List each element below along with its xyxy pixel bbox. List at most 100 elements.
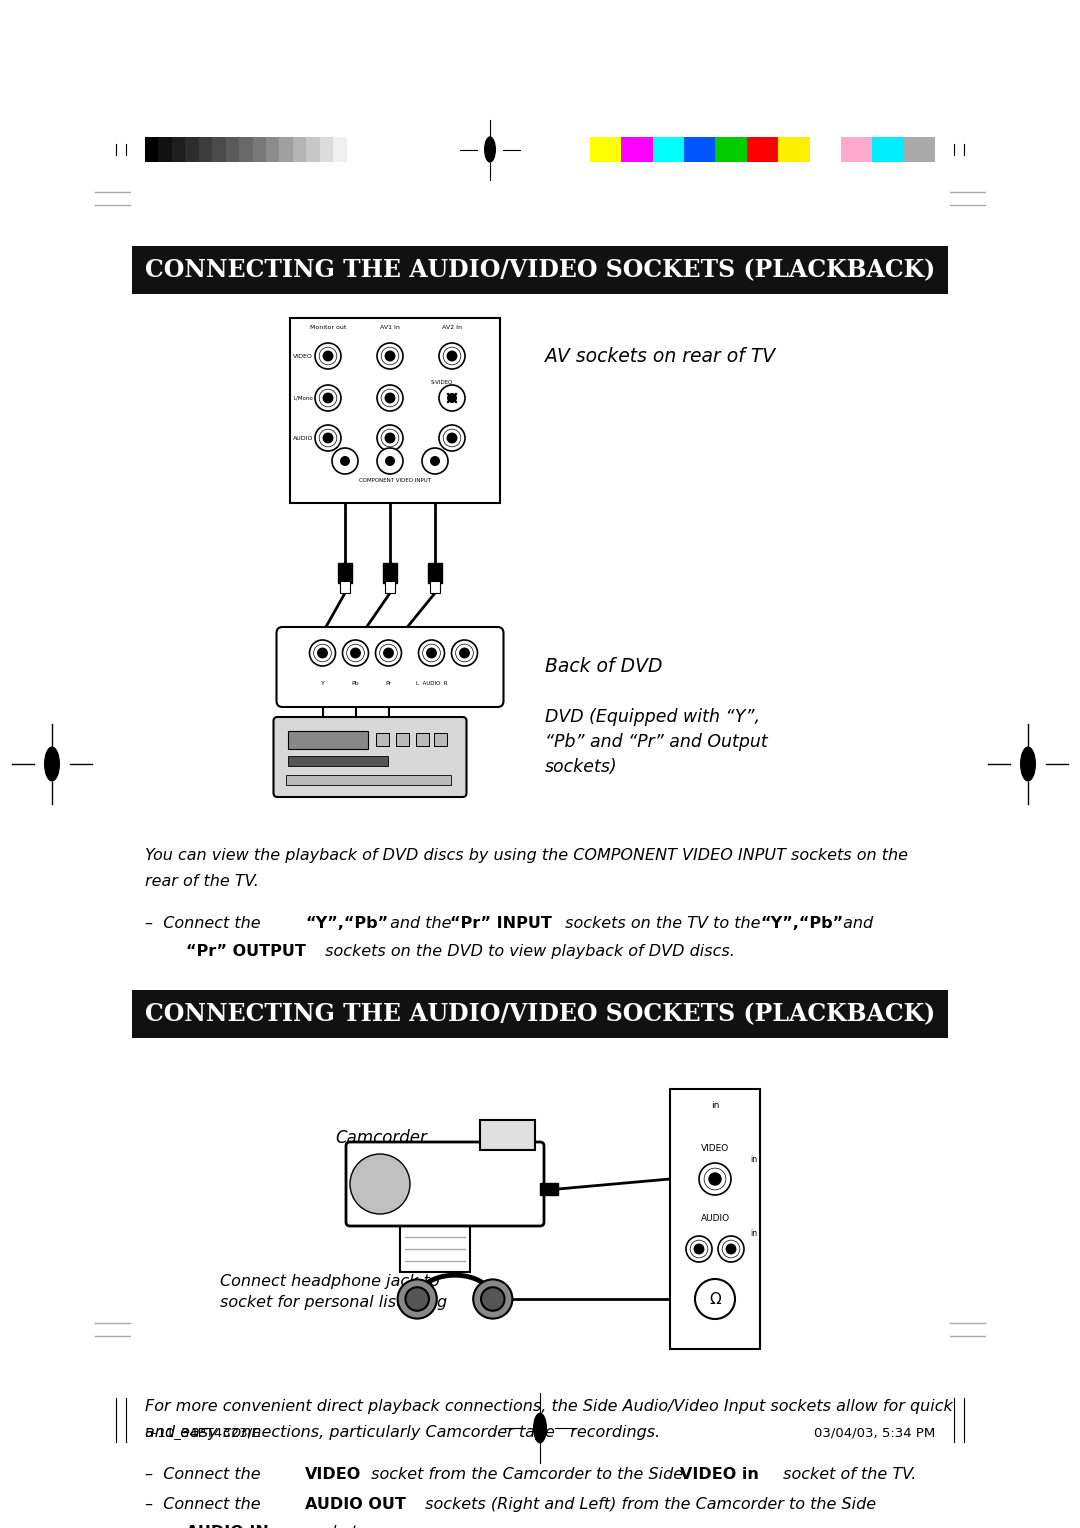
Circle shape: [447, 400, 449, 403]
Bar: [199, 138, 212, 162]
Bar: [428, 562, 442, 584]
Circle shape: [693, 1244, 704, 1254]
Bar: [338, 562, 352, 584]
Text: AV sockets on rear of TV: AV sockets on rear of TV: [545, 347, 775, 365]
Bar: [376, 733, 389, 746]
Circle shape: [357, 1161, 402, 1206]
Bar: [621, 138, 652, 162]
Text: Y: Y: [321, 681, 324, 686]
Bar: [383, 562, 397, 584]
Text: Ω: Ω: [710, 1291, 720, 1306]
Bar: [779, 138, 810, 162]
Bar: [480, 1120, 535, 1151]
Circle shape: [446, 350, 458, 362]
Bar: [239, 138, 253, 162]
Bar: [285, 775, 450, 785]
Circle shape: [376, 640, 402, 666]
Bar: [873, 138, 904, 162]
Circle shape: [377, 425, 403, 451]
Circle shape: [696, 1279, 735, 1319]
Circle shape: [315, 342, 341, 368]
Text: –  Connect the: – Connect the: [145, 1497, 266, 1513]
Bar: [226, 138, 239, 162]
Text: CONNECTING THE AUDIO/VIDEO SOCKETS (PLACKBACK): CONNECTING THE AUDIO/VIDEO SOCKETS (PLAC…: [145, 258, 935, 283]
Text: Back of DVD: Back of DVD: [545, 657, 662, 677]
Circle shape: [323, 350, 334, 362]
Text: and the: and the: [384, 915, 457, 931]
Text: Monitor out: Monitor out: [310, 325, 347, 330]
Text: 7: 7: [536, 1427, 544, 1439]
Text: For more convenient direct playback connections, the Side Audio/Video Input sock: For more convenient direct playback conn…: [145, 1400, 953, 1413]
Text: sockets on the TV to the: sockets on the TV to the: [561, 915, 766, 931]
Text: You can view the playback of DVD discs by using the COMPONENT VIDEO INPUT socket: You can view the playback of DVD discs b…: [145, 848, 908, 863]
Bar: [810, 138, 841, 162]
Circle shape: [340, 455, 350, 466]
Bar: [132, 990, 948, 1038]
Circle shape: [318, 648, 328, 659]
FancyBboxPatch shape: [273, 717, 467, 798]
Circle shape: [373, 1177, 387, 1190]
Circle shape: [438, 425, 465, 451]
Circle shape: [405, 1287, 429, 1311]
Text: “Y”,“Pb”: “Y”,“Pb”: [760, 915, 843, 931]
Bar: [347, 138, 360, 162]
Text: in: in: [711, 1102, 719, 1109]
Ellipse shape: [44, 746, 60, 782]
Bar: [253, 138, 266, 162]
Text: VIDEO: VIDEO: [293, 353, 313, 359]
Text: in: in: [750, 1229, 757, 1238]
Text: AUDIO: AUDIO: [701, 1215, 730, 1222]
Circle shape: [451, 640, 477, 666]
Ellipse shape: [534, 1412, 546, 1444]
Text: in: in: [750, 1155, 757, 1163]
Ellipse shape: [484, 136, 496, 162]
Circle shape: [350, 648, 361, 659]
Text: –  Connect the: – Connect the: [145, 1467, 266, 1482]
Circle shape: [455, 400, 457, 403]
Text: L  AUDIO  R: L AUDIO R: [416, 681, 447, 686]
Circle shape: [419, 640, 445, 666]
Text: Camcorder: Camcorder: [335, 1129, 427, 1148]
Circle shape: [384, 350, 395, 362]
Text: CONNECTING THE AUDIO/VIDEO SOCKETS (PLACKBACK): CONNECTING THE AUDIO/VIDEO SOCKETS (PLAC…: [145, 1002, 935, 1025]
Text: and easy connections, particularly Camcorder tape   recordings.: and easy connections, particularly Camco…: [145, 1426, 660, 1439]
Bar: [212, 138, 226, 162]
Ellipse shape: [1020, 746, 1036, 782]
Text: L/Mono: L/Mono: [293, 396, 313, 400]
Bar: [172, 138, 186, 162]
Text: –  Connect the: – Connect the: [145, 915, 266, 931]
Text: DVD (Equipped with “Y”,
“Pb” and “Pr” and Output
sockets): DVD (Equipped with “Y”, “Pb” and “Pr” an…: [545, 707, 768, 776]
Bar: [145, 138, 159, 162]
FancyBboxPatch shape: [276, 626, 503, 707]
Text: 5-11_34PT4323/E: 5-11_34PT4323/E: [145, 1427, 261, 1439]
Text: VIDEO: VIDEO: [305, 1467, 361, 1482]
Circle shape: [310, 640, 336, 666]
Text: VIDEO: VIDEO: [701, 1144, 729, 1154]
Circle shape: [438, 342, 465, 368]
Bar: [400, 1216, 470, 1271]
Bar: [430, 581, 440, 593]
Circle shape: [446, 432, 458, 443]
Bar: [433, 733, 446, 746]
Bar: [333, 138, 347, 162]
Text: S-VIDEO: S-VIDEO: [431, 380, 454, 385]
Text: rear of the TV.: rear of the TV.: [145, 874, 259, 889]
Text: COMPONENT VIDEO INPUT: COMPONENT VIDEO INPUT: [359, 478, 431, 483]
Circle shape: [377, 448, 403, 474]
Circle shape: [315, 425, 341, 451]
Circle shape: [383, 648, 394, 659]
Bar: [280, 138, 293, 162]
Bar: [159, 138, 172, 162]
Circle shape: [377, 385, 403, 411]
Circle shape: [447, 393, 449, 396]
Bar: [340, 581, 350, 593]
Text: Pr: Pr: [386, 681, 392, 686]
Bar: [266, 138, 280, 162]
Bar: [287, 756, 388, 766]
Text: and: and: [838, 915, 873, 931]
Circle shape: [422, 448, 448, 474]
Text: AV1 In: AV1 In: [380, 325, 400, 330]
Circle shape: [366, 1170, 394, 1198]
Bar: [652, 138, 684, 162]
Text: AUDIO: AUDIO: [293, 435, 313, 440]
